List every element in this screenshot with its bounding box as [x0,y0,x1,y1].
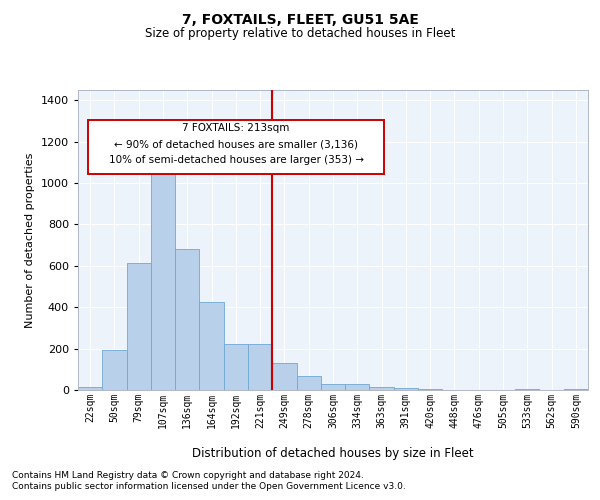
Text: 10% of semi-detached houses are larger (353) →: 10% of semi-detached houses are larger (… [109,156,364,166]
Bar [224,344,248,390]
Bar [199,302,224,390]
Text: 7, FOXTAILS, FLEET, GU51 5AE: 7, FOXTAILS, FLEET, GU51 5AE [182,12,418,26]
Bar [175,250,199,390]
Bar [102,350,127,390]
Bar [272,363,296,390]
Bar [296,376,321,390]
Bar [248,344,272,390]
Bar [321,384,345,390]
Bar [564,389,588,390]
Bar [127,263,151,390]
Bar [345,384,370,390]
Text: Contains HM Land Registry data © Crown copyright and database right 2024.: Contains HM Land Registry data © Crown c… [12,471,364,480]
Bar [515,389,539,390]
Bar [151,160,175,390]
Text: ← 90% of detached houses are smaller (3,136): ← 90% of detached houses are smaller (3,… [114,140,358,149]
Text: Contains public sector information licensed under the Open Government Licence v3: Contains public sector information licen… [12,482,406,491]
Bar [370,387,394,390]
Bar [78,387,102,390]
Bar [394,388,418,390]
Text: Distribution of detached houses by size in Fleet: Distribution of detached houses by size … [192,448,474,460]
Text: 7 FOXTAILS: 213sqm: 7 FOXTAILS: 213sqm [182,123,290,133]
Bar [418,389,442,390]
Y-axis label: Number of detached properties: Number of detached properties [25,152,35,328]
Text: Size of property relative to detached houses in Fleet: Size of property relative to detached ho… [145,28,455,40]
FancyBboxPatch shape [88,120,384,174]
